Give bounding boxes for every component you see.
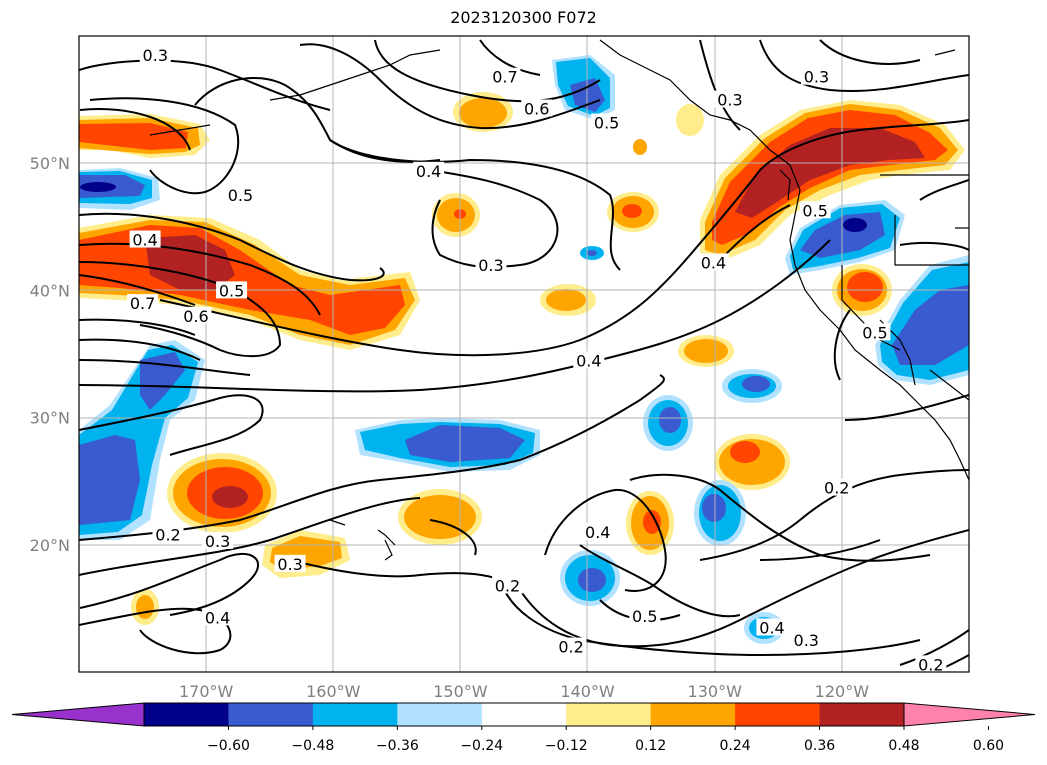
colorbar-tick-label: −0.60 (207, 738, 250, 754)
latitude-tick-labels: 20°N 30°N 40°N 50°N (30, 154, 70, 555)
contour-label: 0.4 (416, 162, 441, 181)
contour-label: 0.4 (205, 608, 230, 627)
contour-labels: 0.3 0.7 0.6 0.5 0.4 0.5 0.4 0.5 0.7 0.6 0.3 0.4 0.4 0… (127, 46, 947, 674)
contour-label-background (582, 523, 614, 541)
contour-label: 0.5 (228, 186, 253, 205)
longitude-tick-label: 140°W (560, 682, 615, 701)
contour-label-background (697, 253, 729, 271)
colorbar-segment (566, 703, 652, 726)
contour-label-background (202, 608, 234, 626)
colorbar-tick-label: 0.48 (888, 738, 919, 754)
contour-label-background (799, 201, 831, 219)
contour-label-background (591, 113, 623, 131)
colorbar-segment (228, 703, 314, 726)
colorbar: −0.60 −0.48 −0.36 −0.24 −0.12 0.12 0.24 0.36 0.4… (11, 702, 1036, 754)
colorbar-extend-min (11, 702, 145, 727)
contour-label-background (475, 255, 507, 273)
colorbar-tick-label: 0.12 (635, 738, 666, 754)
colorbar-tick-label: −0.36 (376, 738, 419, 754)
contour-label: 0.3 (717, 91, 742, 110)
contour-label: 0.6 (524, 100, 549, 119)
contour-label-background (915, 655, 947, 672)
contour-label: 0.3 (143, 46, 168, 65)
contour-label: 0.4 (576, 351, 601, 370)
contour-label-background (202, 531, 234, 549)
contour-label: 0.2 (918, 655, 943, 674)
colorbar-segment (819, 703, 905, 726)
colorbar-frame (143, 702, 905, 727)
longitude-tick-label: 160°W (306, 682, 361, 701)
contour-label-background (489, 67, 521, 85)
contour-label: 0.3 (205, 532, 230, 551)
contour-label: 0.3 (478, 256, 503, 275)
contour-label-background (413, 161, 445, 179)
contour-label: 0.5 (632, 607, 657, 626)
longitude-tick-label: 130°W (688, 682, 743, 701)
map-title: 2023120300 F072 (450, 8, 597, 27)
contour-label: 0.3 (804, 68, 829, 87)
map-plot-area: 0.3 0.7 0.6 0.5 0.4 0.5 0.4 0.5 0.7 0.6 0.3 0.4 0.4 0… (79, 36, 969, 674)
latitude-tick-label: 30°N (30, 409, 70, 428)
colorbar-tick-label: 0.60 (973, 738, 1004, 754)
contour-label: 0.4 (701, 253, 726, 272)
contour-label: 0.5 (802, 201, 827, 220)
colorbar-tick-label: −0.12 (545, 738, 588, 754)
latitude-tick-label: 50°N (30, 154, 70, 173)
contour-label: 0.4 (132, 231, 157, 250)
contour-label-background (491, 576, 523, 594)
longitude-tick-label: 120°W (815, 682, 870, 701)
contour-label: 0.3 (794, 631, 819, 650)
contour-label-background (224, 186, 256, 203)
colorbar-tick-label: −0.24 (460, 738, 503, 754)
contour-label-background (859, 323, 891, 341)
colorbar-segment (144, 703, 229, 726)
colorbar-segment (312, 703, 398, 726)
colorbar-segment (397, 703, 483, 726)
contour-label-background (139, 46, 171, 64)
contour-label: 0.6 (183, 307, 208, 326)
contour-label-background (800, 67, 832, 85)
contour-label-background (521, 99, 553, 117)
contour-label-background (555, 637, 587, 655)
longitude-tick-label: 150°W (433, 682, 488, 701)
contour-label-background (629, 607, 661, 625)
contour-label-background (127, 294, 159, 312)
contour-label-background (152, 525, 184, 543)
contour-label-background (573, 351, 605, 369)
contour-label: 0.3 (277, 555, 302, 574)
contour-label-background (790, 631, 822, 649)
contour-label: 0.7 (130, 294, 155, 313)
longitude-tick-labels: 170°W 160°W 150°W 140°W 130°W 120°W (179, 682, 869, 701)
colorbar-segment (481, 703, 567, 726)
map-frame (78, 35, 970, 673)
colorbar-extend-max (903, 702, 1036, 727)
contour-label-background (129, 230, 161, 248)
contour-label: 0.5 (862, 323, 887, 342)
contour-label: 0.7 (492, 68, 517, 87)
contour-label: 0.5 (594, 113, 619, 132)
colorbar-tick-label: 0.36 (804, 738, 835, 754)
contour-label: 0.2 (824, 479, 849, 498)
colorbar-segment (735, 703, 821, 726)
contour-label: 0.5 (219, 281, 244, 300)
contour-label-background (216, 281, 248, 299)
contour-label: 0.2 (558, 638, 583, 657)
contour-label: 0.4 (759, 618, 784, 637)
colorbar-tick-label: −0.48 (291, 738, 334, 754)
contour-label: 0.4 (585, 523, 610, 542)
contour-label-background (274, 554, 306, 572)
contour-label: 0.2 (155, 526, 180, 545)
latitude-tick-label: 40°N (30, 281, 70, 300)
longitude-tick-label: 170°W (179, 682, 234, 701)
contour-label-background (714, 90, 746, 108)
colorbar-tick-label: 0.24 (720, 738, 751, 754)
latitude-tick-label: 20°N (30, 536, 70, 555)
contour-label: 0.2 (495, 577, 520, 596)
contour-label-background (180, 306, 212, 324)
colorbar-segment (650, 703, 736, 726)
contour-lines (79, 39, 969, 672)
contour-label-background (821, 478, 853, 496)
contour-label-background (756, 618, 788, 636)
